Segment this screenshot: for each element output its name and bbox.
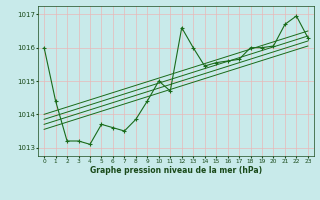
X-axis label: Graphe pression niveau de la mer (hPa): Graphe pression niveau de la mer (hPa): [90, 166, 262, 175]
